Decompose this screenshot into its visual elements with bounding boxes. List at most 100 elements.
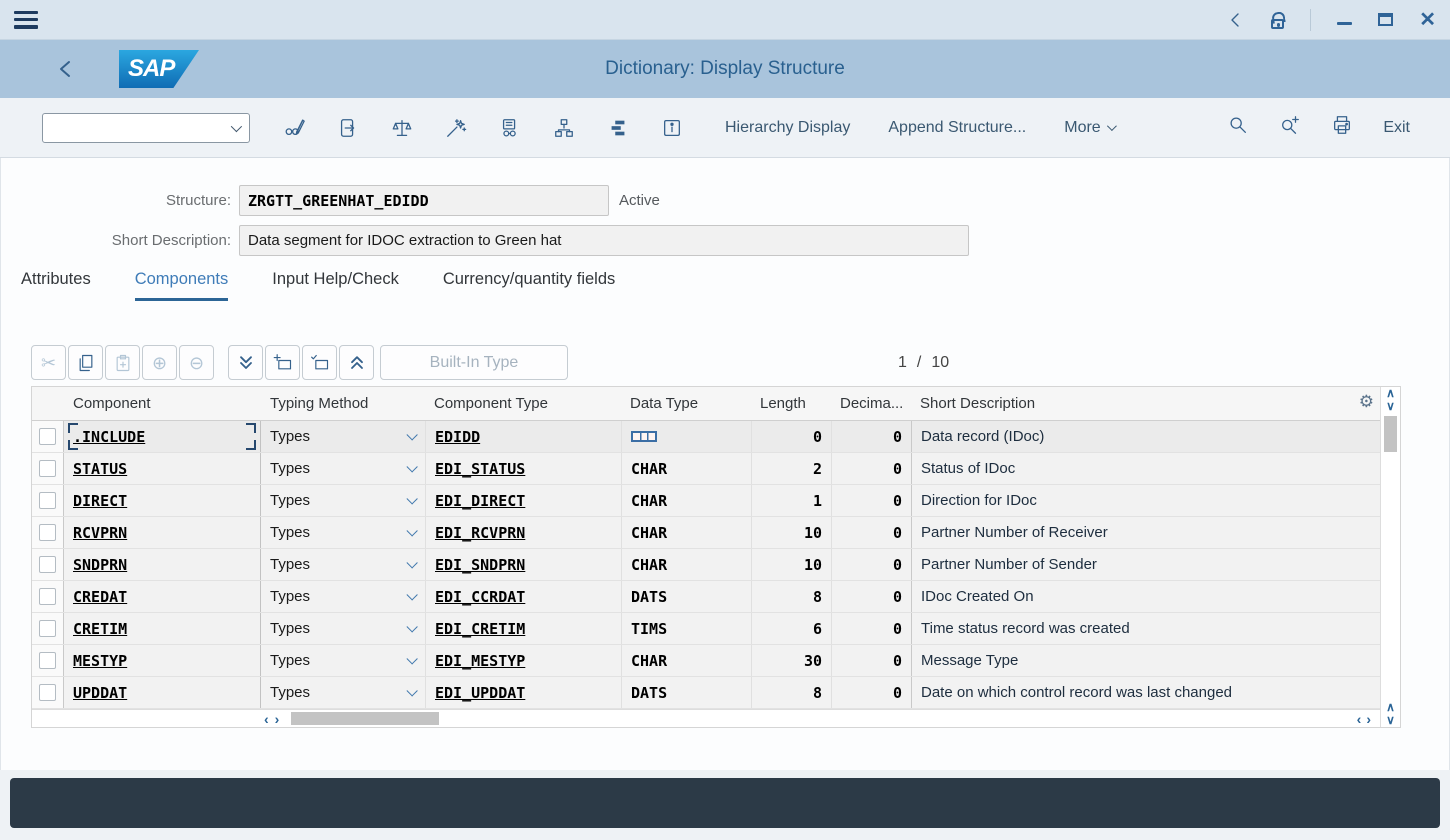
component-type-cell[interactable]: EDI_MESTYP (425, 645, 621, 676)
column-header-typing-method[interactable]: Typing Method (261, 395, 425, 412)
typing-method-select[interactable]: Types (261, 517, 425, 548)
grid-settings-gear-icon[interactable]: ⚙ (1359, 392, 1374, 412)
table-row[interactable]: MESTYPTypesEDI_MESTYPCHAR300Message Type (32, 645, 1380, 677)
page-up-icon[interactable] (339, 345, 374, 380)
indexes-icon[interactable] (607, 117, 629, 139)
column-header-decimals[interactable]: Decima... (831, 395, 911, 412)
info-icon[interactable] (661, 117, 683, 139)
typing-method-select[interactable]: Types (261, 421, 425, 452)
table-row[interactable]: STATUSTypesEDI_STATUSCHAR20Status of IDo… (32, 453, 1380, 485)
hamburger-menu-icon[interactable] (14, 11, 38, 29)
typing-method-select[interactable]: Types (261, 613, 425, 644)
tab-attributes[interactable]: Attributes (21, 270, 91, 301)
component-type-cell[interactable]: EDI_UPDDAT (425, 677, 621, 708)
vscroll-thumb[interactable] (1384, 416, 1397, 452)
component-type-link[interactable]: EDI_RCVPRN (435, 524, 525, 542)
horizontal-scrollbar[interactable]: ‹› ‹› (32, 709, 1380, 727)
typing-method-select[interactable]: Types (261, 645, 425, 676)
print-icon[interactable] (1331, 114, 1353, 141)
row-select-checkbox[interactable] (32, 517, 64, 548)
where-used-icon[interactable] (499, 117, 521, 139)
hscroll-thumb[interactable] (291, 712, 439, 725)
table-row[interactable]: CRETIMTypesEDI_CRETIMTIMS60Time status r… (32, 613, 1380, 645)
component-link[interactable]: .INCLUDE (73, 428, 145, 446)
search-icon[interactable] (1227, 114, 1249, 141)
row-select-checkbox[interactable] (32, 453, 64, 484)
component-type-link[interactable]: EDI_UPDDAT (435, 684, 525, 702)
scroll-page-down-icon[interactable]: ∨ (1386, 714, 1395, 727)
component-type-cell[interactable]: EDI_SNDPRN (425, 549, 621, 580)
typing-method-select[interactable]: Types (261, 581, 425, 612)
hscroll-arrow-icons[interactable]: ‹› (264, 711, 285, 727)
checkbox-icon[interactable] (39, 492, 56, 509)
structure-field[interactable]: ZRGTT_GREENHAT_EDIDD (239, 185, 609, 216)
component-type-cell[interactable]: EDI_RCVPRN (425, 517, 621, 548)
component-link[interactable]: CRETIM (73, 620, 127, 638)
short-description-field[interactable]: Data segment for IDOC extraction to Gree… (239, 225, 969, 256)
component-link[interactable]: STATUS (73, 460, 127, 478)
tab-input-help-check[interactable]: Input Help/Check (272, 270, 399, 301)
component-link[interactable]: RCVPRN (73, 524, 127, 542)
activate-icon[interactable] (445, 117, 467, 139)
typing-method-select[interactable]: Types (261, 453, 425, 484)
component-type-cell[interactable]: EDI_CRETIM (425, 613, 621, 644)
component-type-link[interactable]: EDI_MESTYP (435, 652, 525, 670)
cut-icon[interactable]: ✂ (31, 345, 66, 380)
hscroll-right-arrow-icons[interactable]: ‹› (1357, 711, 1376, 727)
hierarchy-display-button[interactable]: Hierarchy Display (725, 119, 850, 137)
component-type-link[interactable]: EDI_CCRDAT (435, 588, 525, 606)
component-cell[interactable]: CRETIM (64, 613, 261, 644)
component-link[interactable]: SNDPRN (73, 556, 127, 574)
component-type-cell[interactable]: EDI_CCRDAT (425, 581, 621, 612)
command-field[interactable] (42, 113, 250, 143)
copy-icon[interactable] (68, 345, 103, 380)
table-row[interactable]: SNDPRNTypesEDI_SNDPRNCHAR100Partner Numb… (32, 549, 1380, 581)
checkbox-icon[interactable] (39, 460, 56, 477)
component-cell[interactable]: STATUS (64, 453, 261, 484)
exit-button[interactable]: Exit (1383, 119, 1410, 137)
remove-row-icon[interactable]: ⊖ (179, 345, 214, 380)
vertical-scrollbar[interactable]: ∧ ∨ ∧ ∨ (1380, 387, 1400, 727)
paste-icon[interactable] (105, 345, 140, 380)
row-select-checkbox[interactable] (32, 485, 64, 516)
component-type-cell[interactable]: EDI_DIRECT (425, 485, 621, 516)
component-type-cell[interactable]: EDIDD (425, 421, 621, 452)
component-cell[interactable]: DIRECT (64, 485, 261, 516)
checkbox-icon[interactable] (39, 524, 56, 541)
insert-row-icon[interactable] (265, 345, 300, 380)
row-select-checkbox[interactable] (32, 677, 64, 708)
append-structure-button[interactable]: Append Structure... (888, 119, 1026, 137)
component-link[interactable]: CREDAT (73, 588, 127, 606)
typing-method-select[interactable]: Types (261, 677, 425, 708)
scroll-down-icon[interactable]: ∨ (1386, 400, 1395, 413)
row-select-checkbox[interactable] (32, 645, 64, 676)
page-down-icon[interactable] (228, 345, 263, 380)
tab-currency-quantity-fields[interactable]: Currency/quantity fields (443, 270, 615, 301)
display-change-icon[interactable] (283, 117, 305, 139)
delete-row-icon[interactable] (302, 345, 337, 380)
more-menu-button[interactable]: More (1064, 119, 1113, 137)
builtin-type-button[interactable]: Built-In Type (380, 345, 568, 380)
typing-method-select[interactable]: Types (261, 549, 425, 580)
component-cell[interactable]: SNDPRN (64, 549, 261, 580)
table-row[interactable]: UPDDATTypesEDI_UPDDATDATS80Date on which… (32, 677, 1380, 709)
checkbox-icon[interactable] (39, 428, 56, 445)
column-header-length[interactable]: Length (751, 395, 831, 412)
minimize-icon[interactable] (1337, 14, 1352, 25)
component-type-link[interactable]: EDI_DIRECT (435, 492, 525, 510)
checkbox-icon[interactable] (39, 652, 56, 669)
row-select-checkbox[interactable] (32, 421, 64, 452)
table-row[interactable]: .INCLUDETypesEDIDD00Data record (IDoc) (32, 421, 1380, 453)
component-link[interactable]: MESTYP (73, 652, 127, 670)
component-link[interactable]: UPDDAT (73, 684, 127, 702)
checkbox-icon[interactable] (39, 588, 56, 605)
column-header-component-type[interactable]: Component Type (425, 395, 621, 412)
component-cell[interactable]: MESTYP (64, 645, 261, 676)
component-cell[interactable]: UPDDAT (64, 677, 261, 708)
typing-method-select[interactable]: Types (261, 485, 425, 516)
column-header-component[interactable]: Component (64, 395, 261, 412)
checkbox-icon[interactable] (39, 620, 56, 637)
table-row[interactable]: CREDATTypesEDI_CCRDATDATS80IDoc Created … (32, 581, 1380, 613)
row-select-checkbox[interactable] (32, 613, 64, 644)
navigate-back-icon[interactable] (55, 58, 77, 80)
